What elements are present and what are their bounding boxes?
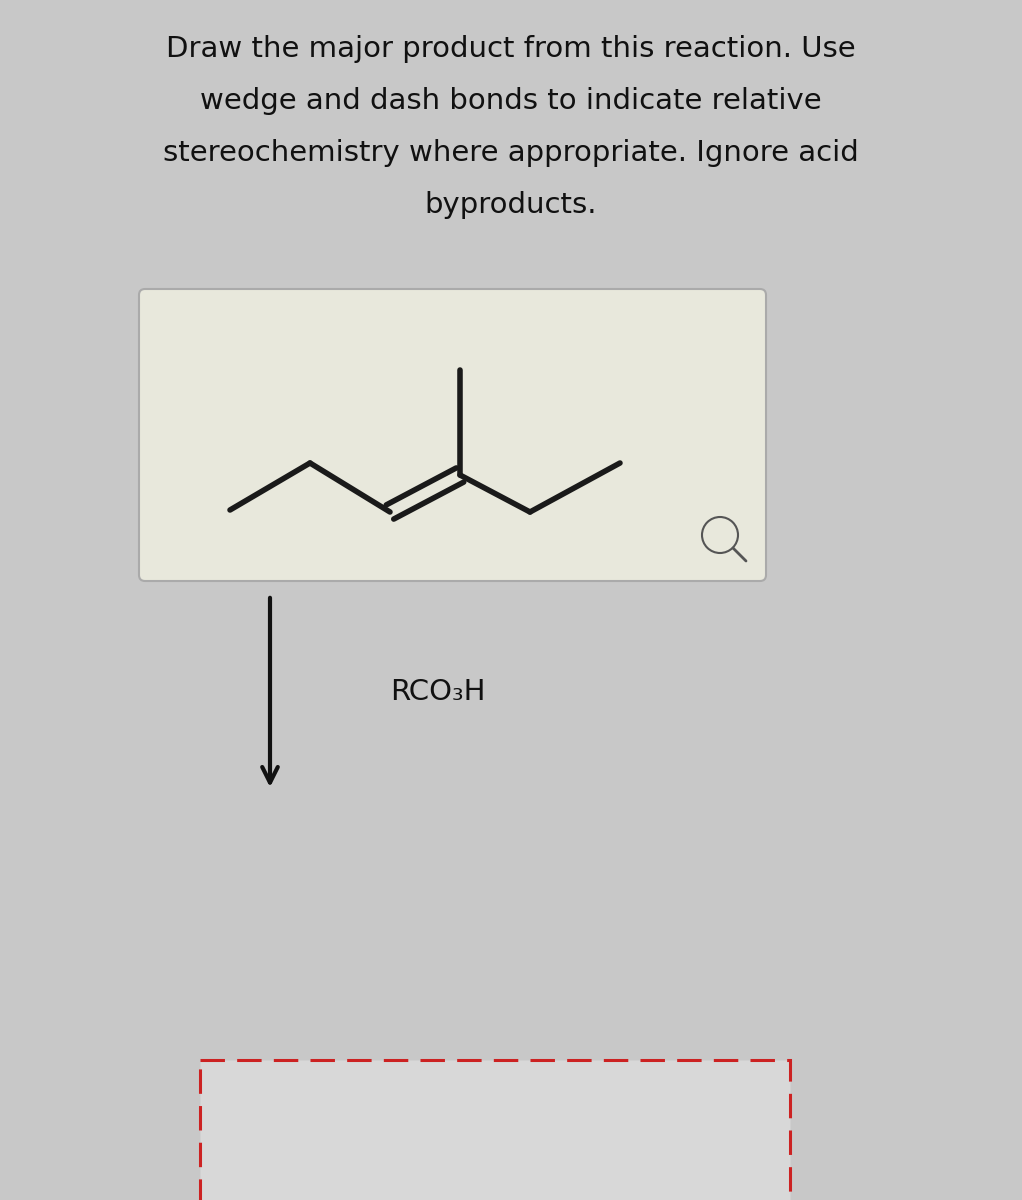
Text: stereochemistry where appropriate. Ignore acid: stereochemistry where appropriate. Ignor…	[164, 139, 858, 167]
Text: byproducts.: byproducts.	[425, 191, 597, 218]
FancyBboxPatch shape	[139, 289, 766, 581]
Bar	[200, 1060, 790, 1200]
Text: Draw the major product from this reaction. Use: Draw the major product from this reactio…	[167, 35, 855, 62]
Text: RCO₃H: RCO₃H	[390, 678, 485, 707]
Text: wedge and dash bonds to indicate relative: wedge and dash bonds to indicate relativ…	[200, 86, 822, 115]
